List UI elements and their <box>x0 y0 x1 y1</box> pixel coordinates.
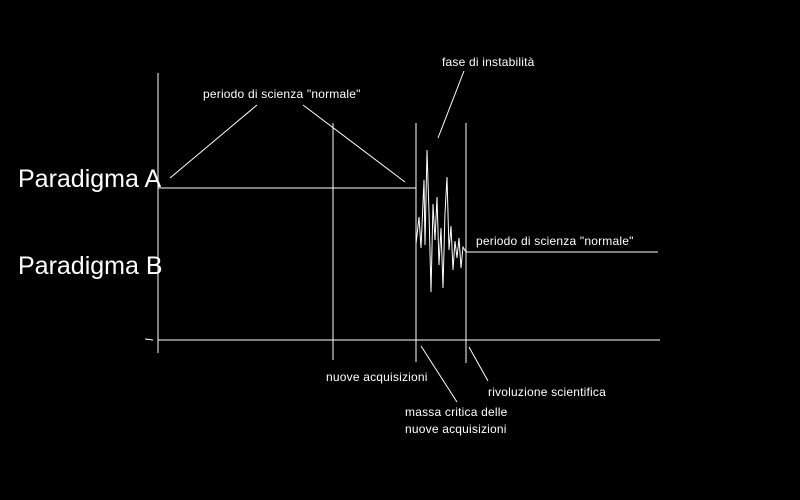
leader-massa-critica <box>420 345 458 403</box>
massa-critica-label: massa critica delle nuove acquisizioni <box>405 404 508 438</box>
fase-di-instabilita-label: fase di instabilità <box>442 55 535 69</box>
massa-critica-label-line2: nuove acquisizioni <box>405 422 507 436</box>
paradigma-b-label: Paradigma B <box>18 252 163 280</box>
leader-fase-instabilita <box>437 70 465 139</box>
leader-periodo1-right <box>302 104 406 183</box>
massa-critica-label-line1: massa critica delle <box>405 405 508 419</box>
instability-zigzag-line <box>415 149 467 293</box>
rivoluzione-scientifica-label: rivoluzione scientifica <box>488 385 606 399</box>
leader-periodo1-left <box>169 104 258 179</box>
nuove-acquisizioni-label: nuove acquisizioni <box>326 370 428 384</box>
periodo-scienza-normale-1-label: periodo di scienza "normale" <box>203 87 361 101</box>
origin-tick <box>144 338 154 341</box>
periodo-scienza-normale-2-label: periodo di scienza "normale" <box>476 234 634 248</box>
leader-rivoluzione <box>468 346 489 382</box>
paradigma-a-label: Paradigma A <box>18 165 162 193</box>
